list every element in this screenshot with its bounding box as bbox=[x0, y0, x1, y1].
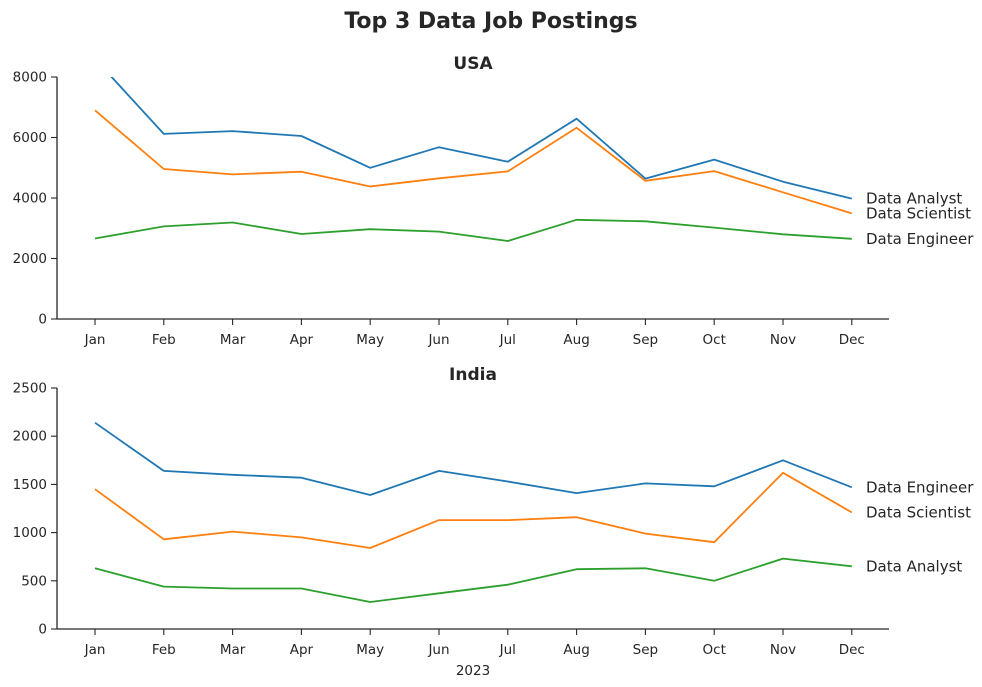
x-tick-label-india-May: May bbox=[356, 642, 384, 658]
x-tick-label-usa-May: May bbox=[356, 332, 384, 348]
panel-title-usa: USA bbox=[453, 54, 493, 74]
x-tick-label-usa-Apr: Apr bbox=[290, 332, 314, 348]
y-tick-label-usa-8000: 8000 bbox=[13, 70, 47, 86]
y-tick-label-usa-6000: 6000 bbox=[13, 130, 47, 146]
x-tick-label-usa-Nov: Nov bbox=[770, 332, 796, 348]
series-line-india-data-engineer bbox=[94, 421, 853, 496]
panel-india: India 0 500 1000 1500 2000 2500 Jan Feb Mar Apr May… bbox=[13, 365, 975, 658]
series-line-india-data-scientist bbox=[94, 471, 853, 549]
x-tick-label-india-Jul: Jul bbox=[499, 642, 516, 658]
y-tick-label-usa-2000: 2000 bbox=[13, 251, 47, 267]
x-tick-label-usa-Mar: Mar bbox=[220, 332, 246, 348]
y-tick-label-india-2000: 2000 bbox=[13, 429, 47, 445]
series-label-usa-data-engineer: Data Engineer bbox=[866, 230, 974, 248]
series-label-usa-data-analyst: Data Analyst bbox=[866, 190, 962, 208]
panel-usa: USA 0 2000 4000 6000 8000 Jan Feb Mar Apr May Jun Ju… bbox=[13, 54, 975, 348]
x-tick-label-usa-Sep: Sep bbox=[633, 332, 658, 348]
x-tick-label-india-Mar: Mar bbox=[220, 642, 246, 658]
y-tick-label-india-1500: 1500 bbox=[13, 477, 47, 493]
series-line-usa-data-engineer bbox=[94, 218, 852, 242]
x-tick-label-india-Nov: Nov bbox=[770, 642, 796, 658]
x-tick-label-india-Jun: Jun bbox=[427, 642, 449, 658]
figure-title: Top 3 Data Job Postings bbox=[344, 9, 637, 34]
series-label-india-data-scientist: Data Scientist bbox=[866, 503, 971, 521]
x-axis-label: 2023 bbox=[456, 663, 490, 679]
series-line-usa-data-analyst bbox=[110, 77, 853, 200]
y-tick-label-india-1000: 1000 bbox=[13, 525, 47, 541]
y-tick-label-india-2500: 2500 bbox=[13, 381, 47, 397]
x-tick-label-usa-Dec: Dec bbox=[839, 332, 865, 348]
y-tick-label-india-500: 500 bbox=[21, 573, 47, 589]
x-tick-label-usa-Jun: Jun bbox=[427, 332, 449, 348]
series-label-usa-data-scientist: Data Scientist bbox=[866, 205, 971, 223]
series-label-india-data-engineer: Data Engineer bbox=[866, 478, 974, 496]
x-tick-label-india-Jan: Jan bbox=[84, 642, 106, 658]
x-tick-label-usa-Oct: Oct bbox=[703, 332, 726, 348]
x-tick-label-india-Dec: Dec bbox=[839, 642, 865, 658]
y-tick-label-usa-4000: 4000 bbox=[13, 191, 47, 207]
series-label-india-data-analyst: Data Analyst bbox=[866, 557, 962, 575]
series-line-usa-data-scientist bbox=[94, 109, 853, 215]
x-tick-label-india-Oct: Oct bbox=[703, 642, 726, 658]
x-tick-label-india-Sep: Sep bbox=[633, 642, 658, 658]
x-tick-label-india-Apr: Apr bbox=[290, 642, 314, 658]
x-tick-label-usa-Jul: Jul bbox=[499, 332, 516, 348]
y-tick-label-usa-0: 0 bbox=[38, 312, 47, 328]
x-tick-label-india-Feb: Feb bbox=[152, 642, 176, 658]
x-tick-label-india-Aug: Aug bbox=[563, 642, 589, 658]
y-tick-label-india-0: 0 bbox=[38, 622, 47, 638]
x-tick-label-usa-Aug: Aug bbox=[563, 332, 589, 348]
x-tick-label-usa-Feb: Feb bbox=[152, 332, 176, 348]
series-line-india-data-analyst bbox=[94, 557, 852, 603]
x-tick-label-usa-Jan: Jan bbox=[84, 332, 106, 348]
panel-title-india: India bbox=[449, 365, 497, 385]
